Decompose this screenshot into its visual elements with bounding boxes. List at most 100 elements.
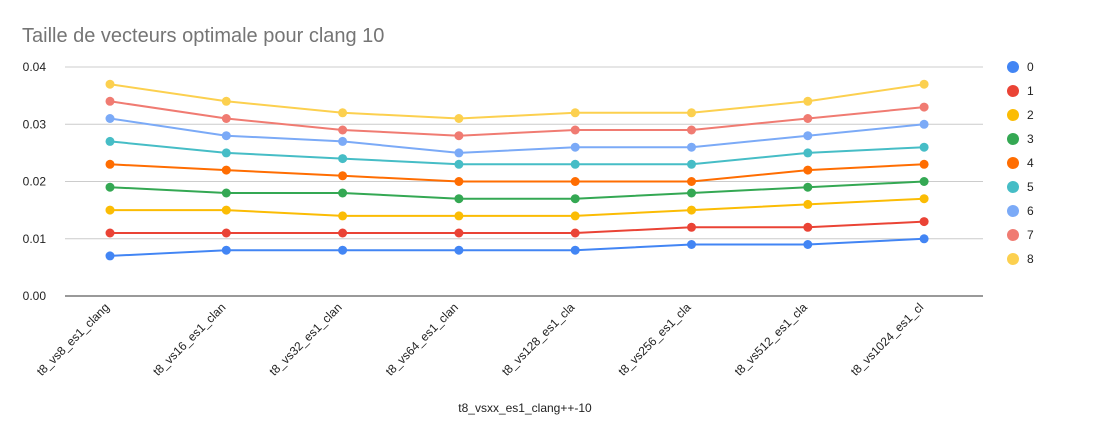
series-line xyxy=(109,180,925,200)
data-point xyxy=(454,148,464,158)
legend-marker xyxy=(1007,133,1019,145)
data-point xyxy=(105,182,115,192)
data-point xyxy=(338,245,348,255)
legend-marker xyxy=(1007,253,1019,265)
y-tick-label: 0.02 xyxy=(23,175,47,189)
data-point xyxy=(570,245,580,255)
data-point xyxy=(338,228,348,238)
data-point xyxy=(803,182,813,192)
series-line xyxy=(109,163,925,183)
legend-marker xyxy=(1007,229,1019,241)
legend-label: 7 xyxy=(1027,228,1034,242)
data-point xyxy=(454,194,464,204)
data-point xyxy=(221,148,231,158)
data-point xyxy=(454,211,464,221)
data-point xyxy=(105,159,115,169)
data-point xyxy=(221,131,231,141)
data-point xyxy=(803,165,813,175)
legend-item: 2 xyxy=(1007,108,1034,122)
data-point xyxy=(803,240,813,249)
data-point xyxy=(803,148,813,158)
data-point xyxy=(919,79,929,89)
data-point xyxy=(454,159,464,169)
y-axis-ticks: 0.00 0.01 0.02 0.03 0.04 xyxy=(23,60,47,303)
data-point xyxy=(919,159,929,169)
data-point xyxy=(454,131,464,141)
series-3 xyxy=(105,177,929,204)
data-point xyxy=(919,177,929,186)
legend-marker xyxy=(1007,109,1019,121)
series-line xyxy=(109,117,925,154)
data-point xyxy=(454,228,464,238)
series-4 xyxy=(105,159,929,186)
data-point xyxy=(687,159,696,169)
legend-marker xyxy=(1007,181,1019,193)
series-1 xyxy=(105,217,929,238)
legend-label: 6 xyxy=(1027,204,1034,218)
series-line xyxy=(109,83,925,120)
data-point xyxy=(570,194,580,204)
legend-label: 4 xyxy=(1027,156,1034,170)
data-point xyxy=(338,108,348,118)
legend-marker xyxy=(1007,61,1019,73)
data-point xyxy=(221,188,231,198)
data-point xyxy=(687,205,696,215)
legend-item: 1 xyxy=(1007,84,1034,98)
chart-title: Taille de vecteurs optimale pour clang 1… xyxy=(22,25,384,47)
legend-item: 8 xyxy=(1007,252,1034,266)
data-point xyxy=(454,245,464,255)
x-axis-title: t8_vsxx_es1_clang++-10 xyxy=(458,401,592,415)
data-point xyxy=(803,96,813,106)
data-point xyxy=(570,228,580,238)
data-point xyxy=(570,142,580,152)
data-point xyxy=(105,228,115,238)
data-point xyxy=(803,114,813,123)
data-point xyxy=(919,217,929,227)
data-point xyxy=(803,131,813,141)
legend-label: 5 xyxy=(1027,180,1034,194)
legend-label: 1 xyxy=(1027,84,1034,98)
data-point xyxy=(338,136,348,146)
legend-label: 2 xyxy=(1027,108,1034,122)
data-point xyxy=(221,245,231,255)
data-point xyxy=(221,165,231,175)
series-line xyxy=(109,140,925,166)
legend-item: 3 xyxy=(1007,132,1034,146)
data-point xyxy=(221,96,231,106)
legend-marker xyxy=(1007,157,1019,169)
data-point xyxy=(687,188,696,198)
data-point xyxy=(105,205,115,215)
data-point xyxy=(105,79,115,89)
series-5 xyxy=(105,136,929,169)
data-point xyxy=(105,96,115,106)
data-point xyxy=(105,251,115,261)
data-point xyxy=(687,177,696,186)
legend-item: 0 xyxy=(1007,60,1034,74)
legend-item: 7 xyxy=(1007,228,1034,242)
data-point xyxy=(105,136,115,146)
data-point xyxy=(338,171,348,181)
data-point xyxy=(570,125,580,135)
data-point xyxy=(338,125,348,135)
data-point xyxy=(919,194,929,204)
series-line xyxy=(109,237,925,257)
data-point xyxy=(687,125,696,135)
data-point xyxy=(221,114,231,123)
data-point xyxy=(338,211,348,221)
legend-item: 4 xyxy=(1007,156,1034,170)
legend: 0 1 2 3 4 5 6 7 8 xyxy=(1007,60,1034,266)
data-point xyxy=(919,102,929,112)
data-point xyxy=(919,119,929,129)
series-8 xyxy=(105,79,929,123)
y-tick-label: 0.04 xyxy=(23,60,47,74)
data-point xyxy=(687,142,696,152)
series-0 xyxy=(105,234,929,261)
series-6 xyxy=(105,114,929,158)
data-point xyxy=(687,240,696,249)
series-line xyxy=(109,100,925,137)
data-point xyxy=(570,159,580,169)
data-point xyxy=(338,154,348,164)
data-point xyxy=(338,188,348,198)
series-7 xyxy=(105,96,929,141)
